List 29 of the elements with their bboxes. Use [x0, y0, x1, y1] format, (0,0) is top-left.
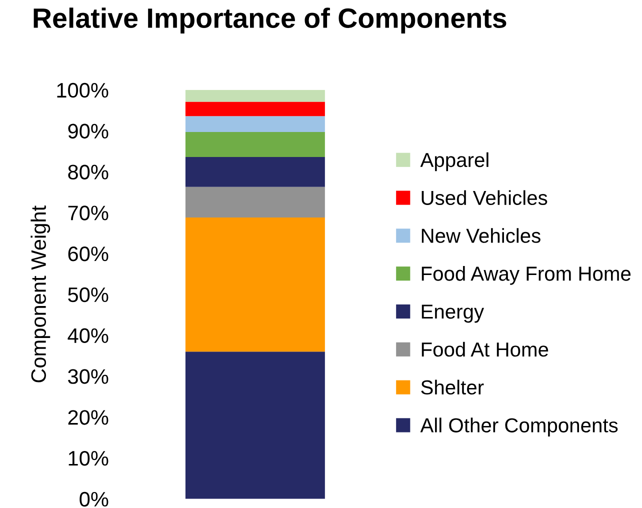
bar: [185, 132, 325, 157]
y-tick-label: 0%: [80, 492, 108, 507]
y-tick-label: 90%: [68, 124, 108, 139]
legend-label: Used Vehicles: [422, 190, 548, 206]
bar: [185, 352, 325, 499]
y-axis-title: Component Weight: [30, 206, 50, 382]
legend-label: Energy: [422, 304, 484, 323]
legend-label: Shelter: [421, 380, 484, 395]
legend-label: Food At Home: [422, 342, 548, 357]
legend-label: All Other Components: [420, 418, 618, 436]
y-tick-label: 60%: [68, 246, 108, 262]
bar: [185, 218, 325, 352]
legend-label: New Vehicles: [422, 228, 540, 243]
bar: [185, 186, 325, 218]
y-tick-label: 80%: [68, 164, 108, 180]
bar: [185, 90, 325, 102]
y-tick-label: 50%: [68, 287, 108, 302]
y-tick-label: 10%: [68, 450, 108, 466]
y-tick-label: 70%: [68, 206, 108, 220]
chart-title: Relative Importance of Components: [34, 8, 506, 34]
legend-label: Food Away From Home: [422, 266, 631, 285]
bar: [185, 156, 325, 187]
bar: [185, 102, 325, 116]
legend-label: Apparel: [420, 152, 488, 172]
y-tick-label: 20%: [68, 410, 108, 425]
y-tick-label: 100%: [57, 82, 108, 98]
bar: [185, 116, 325, 132]
y-tick-label: 30%: [68, 369, 108, 384]
y-tick-label: 40%: [68, 328, 108, 344]
